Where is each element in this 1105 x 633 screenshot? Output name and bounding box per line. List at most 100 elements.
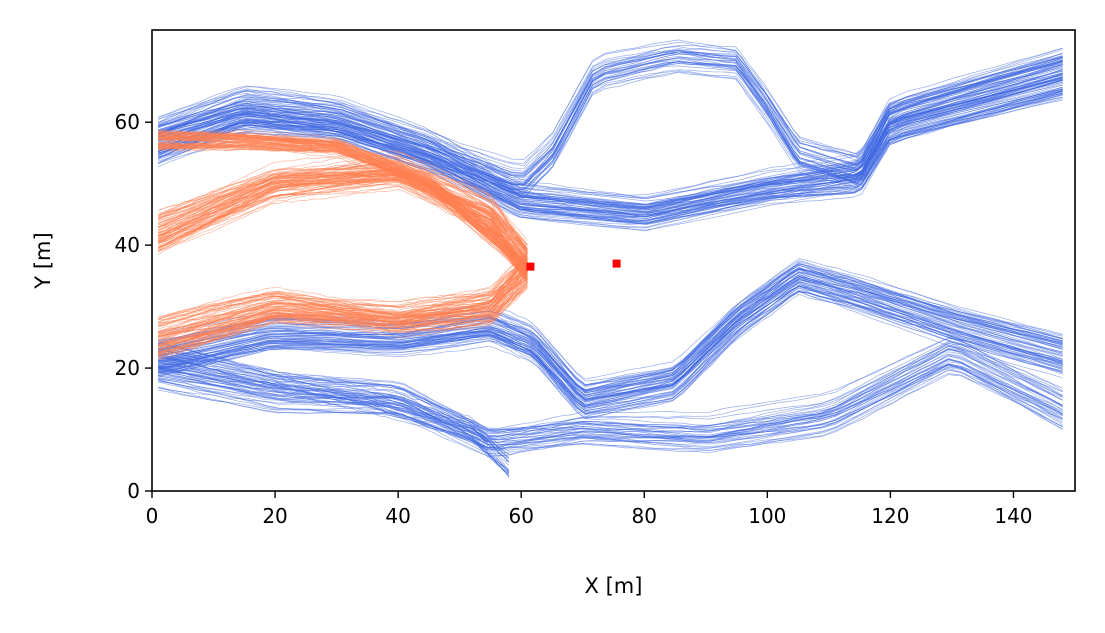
trajectory-line-orange-151 <box>158 156 528 259</box>
trajectory-line-orange-239 <box>158 282 528 333</box>
trajectory-line-orange-128 <box>158 177 528 282</box>
trajectory-line-blue-60 <box>158 89 1063 223</box>
trajectory-line-blue-231 <box>158 359 510 473</box>
trajectory-line-orange-153 <box>158 172 528 251</box>
trajectory-line-blue-158 <box>158 291 1063 415</box>
trajectory-line-blue-93 <box>158 49 1063 185</box>
trajectory-line-blue-225 <box>158 369 510 452</box>
trajectory-line-orange-145 <box>158 186 528 268</box>
trajectory-line-blue-106 <box>158 70 1063 191</box>
trajectory-line-orange-125 <box>158 174 528 268</box>
trajectory-line-orange-152 <box>158 171 528 258</box>
y-tick-label-20: 20 <box>115 356 140 380</box>
trajectory-line-orange-224 <box>158 286 528 346</box>
trajectory-line-blue-205 <box>158 358 1063 449</box>
trajectory-line-blue-184 <box>158 355 1063 443</box>
trajectory-line-blue-238 <box>158 365 510 466</box>
trajectory-line-orange-124 <box>158 185 528 279</box>
trajectory-line-blue-22 <box>158 92 1063 219</box>
trajectory-line-orange-140 <box>158 179 528 270</box>
trajectory-line-blue-84 <box>158 49 1063 178</box>
trajectory-line-orange-238 <box>158 281 528 335</box>
trajectory-line-blue-215 <box>158 341 1063 443</box>
trajectory-line-orange-149 <box>158 160 528 251</box>
trajectory-line-blue-169 <box>158 289 1063 417</box>
trajectory-lines <box>158 39 1063 478</box>
trajectory-line-blue-213 <box>158 366 1063 454</box>
trajectory-line-blue-75 <box>158 39 1063 165</box>
trajectory-line-blue-101 <box>158 50 1063 184</box>
y-tick-label-60: 60 <box>115 110 140 134</box>
series-orange-trajectories <box>158 129 528 360</box>
trajectory-line-blue-163 <box>158 283 1063 398</box>
trajectory-line-blue-152 <box>158 276 1063 401</box>
plot-frame <box>151 29 1076 492</box>
trajectory-line-blue-150 <box>158 274 1063 397</box>
y-axis-label: Y [m] <box>31 232 55 289</box>
trajectory-line-orange-130 <box>158 171 528 274</box>
trajectory-line-orange-142 <box>158 155 528 255</box>
trajectory-line-blue-95 <box>158 53 1063 179</box>
trajectory-line-blue-99 <box>158 63 1063 191</box>
x-tick-label-140: 140 <box>994 504 1032 528</box>
x-tick-label-20: 20 <box>262 504 287 528</box>
trajectory-line-blue-105 <box>158 41 1063 160</box>
trajectory-line-blue-196 <box>158 369 1063 450</box>
series-blue-trajectories <box>158 39 1063 478</box>
trajectory-line-orange-225 <box>158 258 528 332</box>
trajectory-line-blue-81 <box>158 61 1063 188</box>
y-tick-label-40: 40 <box>115 233 140 257</box>
trajectory-line-orange-219 <box>158 270 528 341</box>
trajectory-line-blue-233 <box>158 357 510 463</box>
trajectory-line-blue-198 <box>158 361 1063 437</box>
trajectory-line-blue-167 <box>158 282 1063 409</box>
trajectory-line-blue-100 <box>158 51 1063 184</box>
trajectory-line-orange-231 <box>158 280 528 326</box>
trajectory-line-orange-117 <box>158 178 528 280</box>
trajectory-line-blue-214 <box>158 349 1063 451</box>
trajectory-line-orange-228 <box>158 260 528 320</box>
x-tick-label-100: 100 <box>748 504 786 528</box>
trajectory-line-blue-208 <box>158 366 1063 448</box>
trajectory-line-blue-235 <box>158 349 510 462</box>
trajectory-line-blue-165 <box>158 263 1063 392</box>
trajectory-line-orange-222 <box>158 257 528 347</box>
trajectory-line-orange-232 <box>158 261 528 323</box>
trajectory-line-blue-35 <box>158 56 1063 198</box>
y-tick-label-0: 0 <box>127 479 140 503</box>
x-tick-label-80: 80 <box>632 504 657 528</box>
point-markers <box>526 259 621 271</box>
trajectory-line-orange-101 <box>158 183 528 281</box>
trajectory-line-orange-227 <box>158 253 528 320</box>
trajectory-line-orange-229 <box>158 270 528 355</box>
x-tick-label-120: 120 <box>871 504 909 528</box>
trajectory-line-blue-236 <box>158 366 510 473</box>
y-axis-ticks: 0 20 40 60 <box>115 110 152 503</box>
trajectory-line-blue-153 <box>158 290 1063 409</box>
x-tick-label-40: 40 <box>385 504 410 528</box>
trajectory-line-blue-87 <box>158 53 1063 185</box>
marker-point-1 <box>612 259 621 268</box>
trajectory-line-orange-234 <box>158 265 528 334</box>
trajectory-line-blue-104 <box>158 58 1063 183</box>
trajectory-line-orange-144 <box>158 176 528 252</box>
x-tick-label-0: 0 <box>146 504 159 528</box>
trajectory-line-blue-147 <box>158 279 1063 392</box>
trajectory-line-blue-239 <box>158 355 510 458</box>
x-axis-label: X [m] <box>585 574 643 598</box>
trajectory-line-blue-164 <box>158 285 1063 406</box>
trajectory-line-blue-138 <box>158 268 1063 387</box>
x-axis-ticks: 0 20 40 60 80 100 120 140 <box>146 491 1033 528</box>
trajectory-line-blue-200 <box>158 341 1063 449</box>
trajectory-line-blue-230 <box>158 365 510 477</box>
trajectory-line-orange-237 <box>158 283 528 333</box>
trajectory-line-blue-194 <box>158 346 1063 437</box>
trajectory-line-blue-102 <box>158 49 1063 171</box>
trajectory-line-orange-155 <box>158 168 528 282</box>
trajectory-line-blue-172 <box>158 287 1063 408</box>
trajectory-line-blue-234 <box>158 365 510 471</box>
trajectory-line-orange-236 <box>158 285 528 346</box>
trajectory-line-orange-141 <box>158 172 528 252</box>
trajectory-line-blue-46 <box>158 86 1063 217</box>
